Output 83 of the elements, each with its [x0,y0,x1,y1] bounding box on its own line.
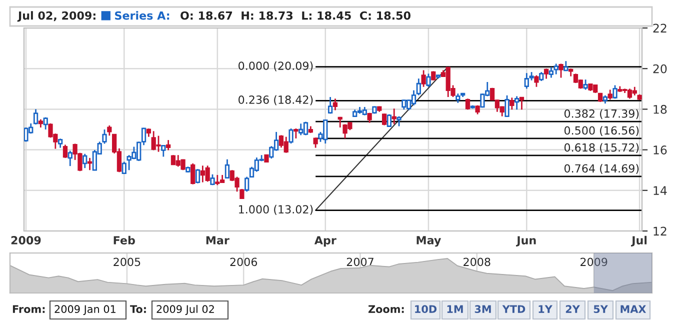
x-tick-label: Jul [630,236,647,247]
candlestick [82,153,88,169]
candlestick [416,78,421,96]
text: 5Y [594,305,608,314]
ref-line-label: 0.764 (14.69) [564,164,639,174]
ref-line-label: 0.500 (16.56) [564,126,639,136]
x-tick-label: May [416,236,441,247]
x-tick-label: Mar [206,236,230,244]
candlestick [558,63,564,78]
candlestick [313,136,318,148]
candlestick [161,144,166,158]
y-tick-label: 22 [653,24,666,32]
candlestick [583,78,588,90]
text: 2009 Jul 02 [156,304,214,315]
candlestick [195,168,200,184]
candlestick [62,144,68,159]
text: From: [12,305,45,314]
text: 1M [447,305,463,313]
candlestick [396,116,402,127]
y-tick-label: 14 [654,186,667,195]
candlestick [392,108,396,125]
candlestick [608,89,612,100]
y-tick-label: 12 [654,226,666,236]
candlestick [294,128,298,140]
candlestick [102,128,107,144]
candlestick [548,66,554,78]
x-tick-label: 2009 [580,258,608,266]
candlestick [328,96,333,114]
candlestick [122,161,126,174]
text: Zoom: [368,305,404,314]
ref-line-label: 0.618 (15.72) [564,143,639,154]
candlestick [166,139,171,151]
candlestick [504,94,510,118]
x-tick-label: Apr [314,236,336,247]
candlestick [87,157,92,171]
x-tick-label: 2007 [346,258,374,266]
candlestick [244,176,250,192]
x-tick-label: Jun [516,236,536,247]
candlestick [43,116,48,130]
legend-label: Series A: [115,11,170,20]
x-tick-label: 2009 [11,236,41,244]
y-tick-label: 18 [654,104,667,114]
candlestick [68,150,72,167]
candlestick [612,84,618,100]
ref-line-label: 0.236 (18.42) [238,95,313,106]
candlestick [456,92,460,104]
text: O: 18.67 H: 18.73 L: 18.45 C: 18.50 [180,11,410,20]
candlestick [224,158,230,180]
x-tick-label: 2006 [230,258,258,266]
text: MAX [620,305,646,313]
y-tick-label: 16 [654,146,667,154]
x-tick-label: 2005 [114,258,140,266]
candlestick [33,108,38,126]
candlestick [332,98,338,111]
text: 1Y [538,305,552,313]
ref-line-label: 0.382 (17.39) [564,109,639,120]
candlestick [510,96,514,110]
chart-title: Jul 02, 2009: [17,11,96,22]
text: YTD [502,305,526,313]
candlestick [431,70,436,82]
text: 2Y [566,305,580,313]
text: To: [130,305,146,314]
text: 2009 Jan 01 [54,305,116,315]
candlestick [514,96,520,110]
candlestick [288,128,294,144]
candlestick [421,70,426,88]
x-tick-label: Feb [114,236,135,244]
ref-line-label: 0.000 (20.09) [238,61,313,72]
candlestick [190,162,196,186]
x-tick-label: 2008 [464,258,490,266]
ref-line-label: 1.000 (13.02) [239,204,313,215]
candlestick [554,63,558,75]
candlestick [426,72,431,88]
candlestick [107,124,112,136]
candlestick [240,188,244,200]
candlestick [519,96,524,110]
y-tick-label: 20 [653,64,667,74]
candlestick [58,138,63,148]
candlestick [534,74,539,88]
text: 10D [415,305,437,314]
text: 3M [474,305,491,314]
candlestick [544,68,549,80]
candlestick [386,114,392,128]
